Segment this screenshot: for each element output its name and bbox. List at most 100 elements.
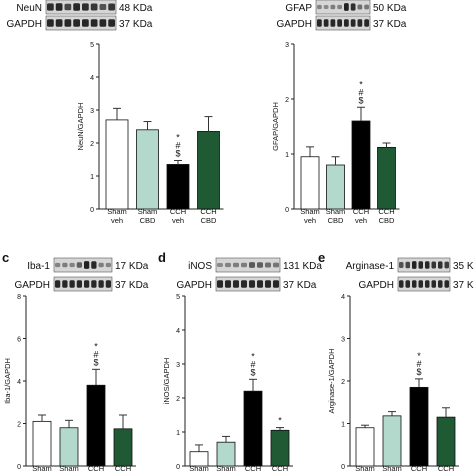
blot-band	[241, 280, 247, 288]
y-tick-label: 5	[176, 294, 180, 301]
blot-band	[257, 262, 263, 268]
significance-mark: $	[175, 148, 180, 158]
blot-band	[233, 280, 239, 288]
blot-label: GAPDH	[358, 280, 394, 291]
bar	[166, 164, 190, 210]
blot-band	[405, 280, 410, 288]
category-label: Sham	[326, 207, 346, 216]
blot-kda-label: 37 KDa	[373, 19, 407, 30]
blot-strip	[45, 15, 117, 31]
y-tick-label: 0	[17, 464, 21, 471]
bar	[355, 427, 375, 467]
bar	[216, 441, 236, 467]
blot-strip	[397, 276, 451, 292]
y-tick-label: 4	[176, 328, 180, 335]
significance-mark: $	[93, 357, 98, 367]
y-tick-label: 2	[341, 379, 345, 386]
blot-band	[82, 3, 89, 11]
y-tick-label: 8	[17, 294, 21, 301]
blot-strip	[53, 257, 113, 273]
blot-band	[257, 280, 263, 288]
blot-band	[399, 262, 404, 268]
blot-band	[90, 3, 98, 11]
blot-band	[330, 4, 336, 10]
blot-band	[350, 19, 356, 27]
significance-mark: #	[416, 359, 421, 369]
blot-band	[105, 262, 111, 268]
y-tick-label: 4	[90, 75, 94, 82]
panel-c: c Iba-1 17 KDa GAPDH 37 KDa 0 2 4 6 8 Iba-1/GAPDH S…	[2, 250, 149, 474]
significance-mark: $	[250, 367, 255, 377]
blot-label: Iba-1	[27, 261, 50, 272]
blot-band	[357, 4, 363, 10]
blot-band	[405, 261, 410, 269]
category-label: CCH	[353, 207, 369, 216]
blot-band	[82, 19, 89, 27]
blot-band	[84, 261, 90, 269]
blot-band	[64, 3, 72, 11]
y-tick-label: 4	[341, 294, 345, 301]
bar	[32, 420, 52, 467]
blot-band	[431, 280, 436, 288]
category-label: Sham	[107, 207, 127, 216]
y-axis-title: NeuN/GAPDH	[76, 103, 85, 151]
category-label: CCH	[200, 207, 216, 216]
blot-strip	[397, 257, 451, 273]
blot-label: GAPDH	[276, 19, 312, 30]
blot-kda-label: 35 KDa	[453, 261, 474, 272]
y-tick-label: 1	[90, 174, 94, 181]
blot-band	[225, 280, 231, 288]
bar	[409, 386, 429, 467]
blot-band	[265, 262, 271, 268]
significance-mark: #	[93, 349, 98, 359]
bar	[197, 131, 220, 210]
blot-band	[73, 19, 80, 27]
bar	[105, 119, 129, 210]
blot-band	[108, 19, 115, 27]
bar	[86, 384, 106, 467]
bar	[243, 390, 263, 467]
blot-band	[73, 3, 80, 11]
bar	[300, 156, 320, 210]
blot-band	[425, 261, 430, 269]
blot-band	[364, 4, 369, 10]
blot-kda-label: 37 KDa	[283, 280, 317, 291]
category-label: CBD	[140, 216, 156, 225]
blot-band	[444, 261, 449, 269]
blot-label: GAPDH	[176, 280, 212, 291]
category-label: veh	[355, 216, 367, 225]
blot-band	[99, 19, 107, 27]
category-label: CCH	[272, 464, 288, 473]
blot-strip	[215, 276, 281, 292]
y-axis-title: GFAP/GAPDH	[271, 102, 280, 151]
y-tick-label: 3	[285, 42, 289, 49]
significance-mark: *	[251, 351, 255, 361]
blot-label: GFAP	[285, 3, 312, 14]
y-axis-title: Iba-1/GAPDH	[3, 358, 12, 404]
blot-band	[90, 19, 98, 27]
blot-band	[350, 3, 356, 11]
blot-band	[344, 19, 349, 27]
blot-band	[438, 261, 443, 269]
y-tick-label: 2	[17, 422, 21, 429]
category-label: Sham	[32, 464, 52, 473]
blot-label: iNOS	[188, 261, 212, 272]
blot-band	[55, 19, 63, 27]
panel-letter: e	[318, 250, 325, 265]
category-label: Sham	[189, 464, 209, 473]
blot-band	[62, 262, 68, 268]
category-label: veh	[304, 216, 316, 225]
y-tick-label: 2	[90, 141, 94, 148]
blot-band	[317, 4, 322, 10]
blot-band	[98, 280, 104, 288]
blot-band	[317, 19, 322, 27]
blot-band	[84, 280, 90, 288]
y-tick-label: 1	[176, 430, 180, 437]
blot-band	[444, 280, 449, 288]
blot-kda-label: 131 KDa	[283, 261, 322, 272]
blot-kda-label: 17 KDa	[115, 261, 149, 272]
significance-mark: *	[176, 132, 180, 142]
category-label: CCH	[115, 464, 131, 473]
